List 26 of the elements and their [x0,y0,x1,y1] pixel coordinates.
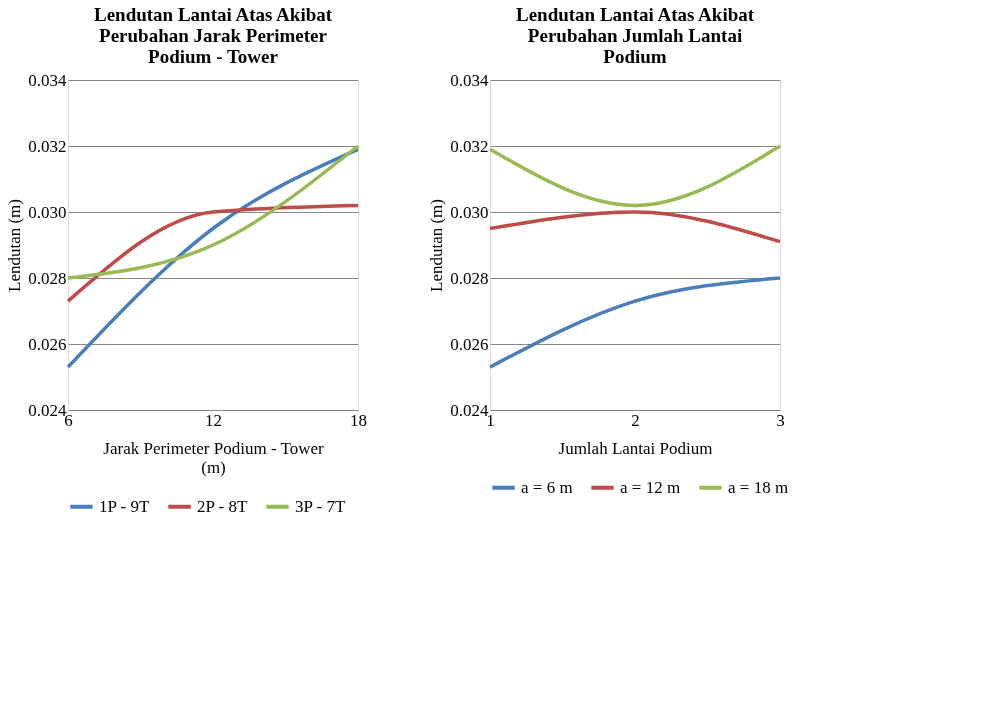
y-tick-label: 0.032 [28,136,67,156]
x-tick-label: 18 [350,410,367,430]
x-axis-title: Jarak Perimeter Podium - Tower (m) [103,438,325,477]
y-tick-label: 0.030 [450,202,489,222]
y-tick-label: 0.026 [28,334,67,354]
legend-label: 2P - 8T [197,496,248,516]
x-tick-label: 2 [631,410,640,430]
legend-label: a = 18 m [728,477,789,497]
x-tick-label: 12 [205,410,222,430]
legend-label: 1P - 9T [99,496,150,516]
legend-label: a = 12 m [620,477,681,497]
y-axis-title: Lendutan (m) [5,199,25,292]
y-tick-label: 0.028 [28,268,67,288]
y-tick-label: 0.034 [28,70,67,90]
y-tick-label: 0.030 [28,202,67,222]
y-tick-label: 0.032 [450,136,489,156]
legend-label: a = 6 m [521,477,573,497]
x-tick-label: 3 [776,410,785,430]
y-tick-label: 0.034 [450,70,489,90]
x-axis-title: Jumlah Lantai Podium [558,438,713,458]
legend-label: 3P - 7T [295,496,346,516]
chart-title: Lendutan Lantai Atas Akibat Perubahan Jarak Perimeter Podium - Tower [93,4,333,67]
y-tick-label: 0.026 [450,334,489,354]
y-tick-label: 0.028 [450,268,489,288]
y-axis-title: Lendutan (m) [427,199,447,292]
chart-title: Lendutan Lantai Atas Akibat Perubahan Jumlah Lantai Podium [515,4,755,67]
